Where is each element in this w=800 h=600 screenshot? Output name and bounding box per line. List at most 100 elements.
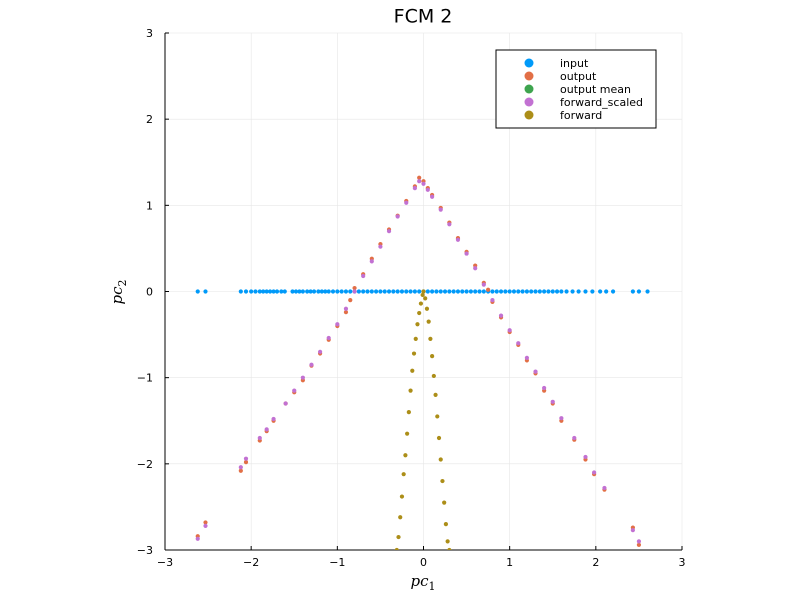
- data-point: [257, 435, 262, 441]
- data-point: [494, 289, 499, 294]
- data-point: [300, 375, 305, 380]
- data-point: [343, 289, 349, 294]
- data-point: [524, 289, 530, 294]
- data-point: [398, 515, 403, 520]
- x-axis-label: pc1: [410, 572, 435, 593]
- legend-label: output: [560, 70, 597, 83]
- data-point: [468, 289, 473, 294]
- data-point: [533, 289, 538, 294]
- data-point: [264, 427, 269, 432]
- data-point: [440, 478, 445, 484]
- data-point: [309, 362, 314, 367]
- x-tick-label: 2: [592, 556, 599, 569]
- data-point: [271, 289, 276, 294]
- data-point: [283, 401, 288, 406]
- data-point: [481, 289, 486, 294]
- data-point: [305, 289, 310, 294]
- data-point: [421, 289, 426, 294]
- data-point: [425, 289, 430, 294]
- data-point: [604, 289, 609, 294]
- data-point: [445, 539, 450, 544]
- data-point: [486, 287, 491, 292]
- data-point: [559, 289, 564, 294]
- data-point: [564, 289, 569, 294]
- data-point: [436, 435, 442, 441]
- y-tick-label: −3: [137, 544, 153, 557]
- data-point: [395, 214, 400, 219]
- x-tick-label: −1: [329, 556, 345, 569]
- data-point: [203, 523, 208, 528]
- data-point: [425, 187, 430, 192]
- data-point: [274, 289, 280, 294]
- data-point: [405, 431, 410, 436]
- legend-marker: [524, 84, 534, 94]
- data-point: [412, 289, 417, 294]
- series-output: [195, 175, 642, 547]
- data-point: [326, 335, 331, 341]
- data-point: [550, 289, 555, 294]
- data-point: [195, 289, 200, 294]
- data-point: [430, 194, 435, 199]
- series-forward-scaled: [195, 179, 642, 544]
- data-point: [253, 289, 258, 294]
- data-point: [554, 289, 560, 294]
- data-point: [451, 289, 456, 294]
- data-point: [583, 454, 588, 460]
- data-point: [386, 289, 392, 294]
- data-point: [537, 289, 542, 294]
- y-tick-label: 1: [146, 199, 153, 212]
- y-axis-label: pc2: [108, 279, 129, 304]
- data-point: [203, 520, 208, 525]
- data-point: [382, 289, 387, 294]
- y-tick-label: −2: [137, 458, 153, 471]
- x-tick-label: 1: [506, 556, 513, 569]
- y-tick-label: 2: [146, 113, 153, 126]
- data-point: [464, 289, 469, 294]
- x-tick-label: 3: [679, 556, 686, 569]
- data-point: [417, 289, 422, 294]
- data-point: [343, 306, 349, 311]
- data-point: [311, 289, 317, 294]
- series-input: [195, 289, 650, 294]
- data-point: [410, 368, 415, 373]
- data-point: [369, 289, 374, 294]
- data-point: [421, 181, 426, 186]
- data-point: [473, 289, 478, 294]
- data-point: [330, 289, 336, 294]
- data-point: [374, 289, 379, 294]
- data-point: [529, 289, 534, 294]
- data-point: [411, 351, 417, 356]
- data-point: [406, 410, 411, 415]
- data-point: [592, 470, 597, 475]
- data-point: [335, 289, 340, 294]
- data-point: [394, 547, 399, 550]
- data-point: [516, 289, 521, 294]
- data-point: [426, 319, 431, 324]
- data-point: [399, 494, 405, 499]
- data-point: [420, 292, 425, 298]
- data-point: [572, 435, 577, 441]
- data-point: [300, 289, 305, 294]
- data-point: [520, 289, 525, 294]
- data-point: [293, 289, 299, 294]
- data-point: [428, 336, 433, 341]
- data-point: [430, 354, 435, 359]
- data-point: [395, 289, 400, 294]
- data-point: [261, 289, 266, 294]
- data-point: [271, 416, 276, 422]
- data-point: [645, 289, 650, 294]
- data-point: [399, 289, 405, 294]
- data-point: [442, 500, 447, 505]
- data-point: [455, 289, 461, 294]
- data-point: [636, 542, 642, 547]
- data-point: [348, 298, 353, 303]
- data-point: [264, 289, 269, 294]
- data-point: [433, 392, 438, 397]
- data-point: [630, 528, 635, 533]
- data-point: [455, 237, 461, 242]
- x-ticks: −3 −2 −1 0 1 2 3: [157, 546, 686, 569]
- data-point: [610, 289, 616, 294]
- data-point: [559, 416, 564, 421]
- data-point: [195, 536, 200, 541]
